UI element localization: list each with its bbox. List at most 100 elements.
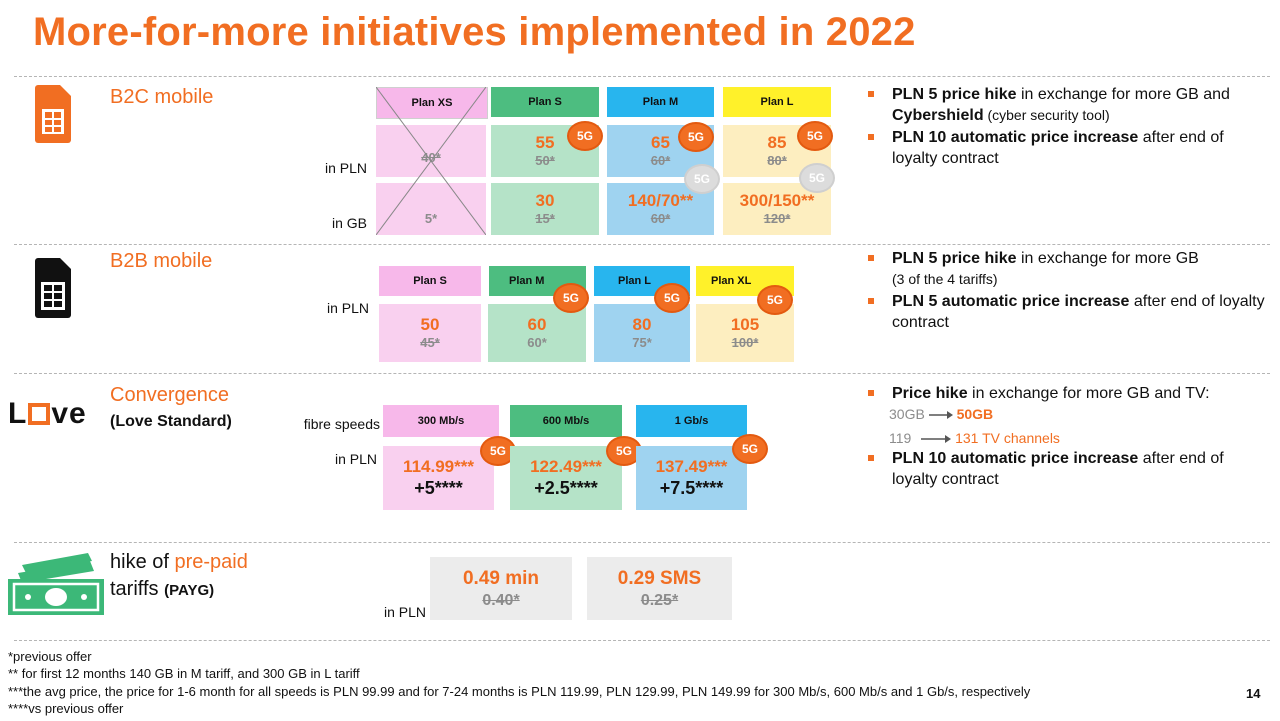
b2b-plan-s-old-price: 45* bbox=[420, 335, 440, 350]
payg-label-2: tariffs (PAYG) bbox=[110, 578, 215, 600]
arrow-right-icon bbox=[928, 407, 953, 423]
plan-s-gb: 30 bbox=[535, 191, 555, 210]
plan-s-old-gb: 15* bbox=[535, 211, 555, 226]
divider bbox=[14, 373, 1270, 374]
convergence-sublabel: (Love Standard) bbox=[110, 413, 232, 430]
speed-300-price: 114.99*** bbox=[403, 457, 474, 476]
speed-300-cell: 114.99*** +5**** bbox=[383, 446, 494, 510]
speed-1gb-delta: +7.5**** bbox=[659, 478, 724, 498]
plan-m-header: Plan M bbox=[607, 87, 714, 117]
payg-sms-price: 0.29 SMS bbox=[617, 567, 702, 589]
plan-m-old-gb: 60* bbox=[650, 211, 671, 226]
speed-600-cell: 122.49*** +2.5**** bbox=[510, 446, 622, 510]
5g-badge: 5G bbox=[797, 121, 833, 151]
payg-minute-cell: 0.49 min 0.40* bbox=[430, 557, 572, 620]
speed-300-delta: +5**** bbox=[414, 478, 463, 498]
plan-l-header: Plan L bbox=[723, 87, 831, 117]
plan-xs-header: Plan XS bbox=[376, 87, 488, 119]
gb-change: 30GB 50GB bbox=[889, 406, 994, 423]
convergence-label: Convergence bbox=[110, 384, 229, 406]
payg-label: hike of pre-paid bbox=[110, 551, 248, 573]
speed-300-header: 300 Mb/s bbox=[383, 405, 499, 437]
b2c-bullets: PLN 5 price hike in exchange for more GB… bbox=[868, 84, 1267, 170]
sim-card-icon bbox=[35, 85, 71, 148]
plan-s-price: 55 bbox=[535, 133, 555, 152]
b2b-row-label-pln: in PLN bbox=[326, 300, 369, 316]
footnote: ** for first 12 months 140 GB in M tarif… bbox=[8, 666, 360, 681]
tv-change: 119 131 TV channels bbox=[889, 430, 1060, 447]
b2b-plan-m-cell: 60 60* bbox=[488, 304, 586, 362]
b2b-plan-m-price: 60 bbox=[527, 315, 547, 334]
5g-badge: 5G bbox=[553, 283, 589, 313]
payg-sms-cell: 0.29 SMS 0.25* bbox=[587, 557, 732, 620]
plan-s-gb-cell: 30 15* bbox=[491, 183, 599, 235]
convergence-bullets-2: PLN 10 automatic price increase after en… bbox=[868, 448, 1267, 491]
speed-1gb-cell: 137.49*** +7.5**** bbox=[636, 446, 747, 510]
plan-l-old-gb: 120* bbox=[763, 211, 791, 226]
speed-600-header: 600 Mb/s bbox=[510, 405, 622, 437]
5g-badge: 5G bbox=[678, 122, 714, 152]
payg-minute-old-price: 0.40* bbox=[482, 591, 520, 609]
5g-badge: 5G bbox=[480, 436, 516, 466]
plan-m-price: 65 bbox=[651, 133, 670, 152]
convergence-row-label-pln: in PLN bbox=[334, 451, 377, 467]
b2c-row-label-pln: in PLN bbox=[324, 160, 367, 176]
b2c-row-label-gb: in GB bbox=[331, 215, 367, 231]
bullet-item: PLN 10 automatic price increase after en… bbox=[868, 127, 1267, 169]
speed-1gb-price: 137.49*** bbox=[655, 457, 728, 476]
convergence-row-label-speeds: fibre speeds bbox=[303, 416, 380, 432]
plan-xs-gb-cell: 5* bbox=[376, 183, 486, 235]
divider bbox=[14, 640, 1270, 641]
b2c-label: B2C mobile bbox=[110, 86, 214, 108]
cross-out-mark bbox=[376, 87, 486, 235]
payg-row-label-pln: in PLN bbox=[383, 604, 426, 620]
page-number: 14 bbox=[1246, 686, 1261, 701]
footnote: *previous offer bbox=[8, 649, 92, 664]
b2b-plan-l-old-price: 75* bbox=[632, 335, 652, 350]
b2b-plan-s-price: 50 bbox=[420, 315, 440, 334]
plan-l-gb: 300/150** bbox=[739, 191, 815, 210]
b2b-label: B2B mobile bbox=[110, 250, 213, 272]
banknotes-icon bbox=[8, 553, 104, 620]
5g-badge: 5G bbox=[757, 285, 793, 315]
bullet-item: PLN 5 price hike in exchange for more GB… bbox=[868, 84, 1267, 126]
5g-badge-previous: 5G bbox=[799, 163, 835, 193]
payg-minute-price: 0.49 min bbox=[462, 567, 540, 589]
sim-card-icon bbox=[35, 258, 71, 323]
plan-s-header: Plan S bbox=[491, 87, 599, 117]
convergence-bullets: Price hike in exchange for more GB and T… bbox=[868, 383, 1267, 405]
divider bbox=[14, 542, 1270, 543]
5g-badge: 5G bbox=[654, 283, 690, 313]
bullet-item: Price hike in exchange for more GB and T… bbox=[868, 383, 1267, 404]
bullet-item: PLN 10 automatic price increase after en… bbox=[868, 448, 1267, 490]
speed-1gb-header: 1 Gb/s bbox=[636, 405, 747, 437]
plan-s-old-price: 50* bbox=[535, 153, 555, 168]
bullet-item: PLN 5 automatic price increase after end… bbox=[868, 291, 1267, 333]
payg-sms-old-price: 0.25* bbox=[640, 591, 679, 609]
5g-badge: 5G bbox=[732, 434, 768, 464]
plan-m-old-price: 60* bbox=[650, 153, 671, 168]
bullet-item: PLN 5 price hike in exchange for more GB… bbox=[868, 248, 1267, 290]
plan-m-gb: 140/70** bbox=[627, 191, 694, 210]
b2b-plan-m-old-price: 60* bbox=[527, 335, 547, 350]
b2b-plan-s-header: Plan S bbox=[379, 266, 481, 296]
b2b-plan-xl-old-price: 100* bbox=[731, 335, 759, 350]
5g-badge-previous: 5G bbox=[684, 164, 720, 194]
speed-600-delta: +2.5**** bbox=[534, 478, 598, 498]
arrow-right-icon bbox=[921, 431, 952, 447]
page-title: More-for-more initiatives implemented in… bbox=[33, 10, 916, 54]
b2b-bullets: PLN 5 price hike in exchange for more GB… bbox=[868, 248, 1267, 334]
footnote: ***the avg price, the price for 1-6 mont… bbox=[8, 684, 1031, 699]
b2b-plan-l-price: 80 bbox=[632, 315, 652, 334]
b2b-plan-l-cell: 80 75* bbox=[594, 304, 690, 362]
b2b-plan-s-cell: 50 45* bbox=[379, 304, 481, 362]
b2b-plan-l-header: Plan L bbox=[594, 266, 690, 296]
footnote: ****vs previous offer bbox=[8, 701, 124, 716]
divider bbox=[14, 76, 1270, 77]
plan-l-price: 85 bbox=[767, 133, 787, 152]
plan-xs-old-gb: 5* bbox=[424, 211, 438, 226]
b2b-plan-xl-price: 105 bbox=[730, 315, 760, 334]
divider bbox=[14, 244, 1270, 245]
speed-600-price: 122.49*** bbox=[530, 457, 602, 476]
